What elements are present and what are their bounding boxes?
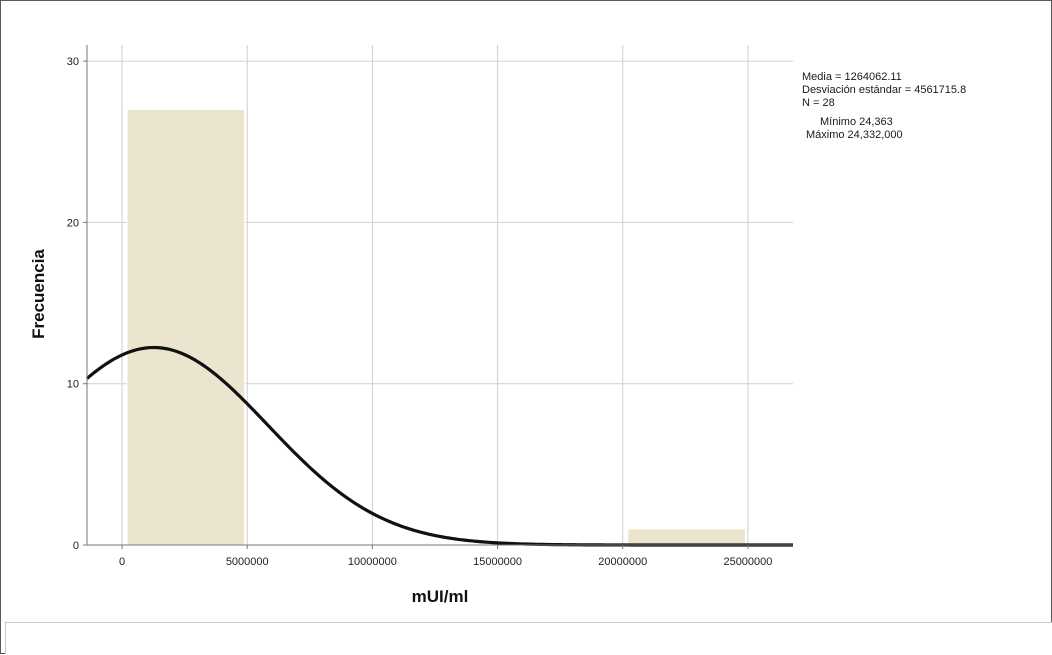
x-tick-label: 15000000 bbox=[473, 556, 522, 568]
y-tick-label: 20 bbox=[67, 217, 79, 229]
x-tick-label: 0 bbox=[119, 556, 125, 568]
x-tick-label: 20000000 bbox=[598, 556, 647, 568]
stats-max: Máximo 24,332,000 bbox=[806, 129, 903, 141]
axis-layer bbox=[86, 45, 793, 546]
x-tick-label: 5000000 bbox=[226, 556, 269, 568]
x-axis-title: mUI/ml bbox=[412, 587, 469, 606]
stats-mean: Media = 1264062.11 bbox=[802, 71, 902, 83]
tick-label-layer: 0 5000000 10000000 15000000 20000000 25000000… bbox=[67, 56, 773, 568]
bottom-pane bbox=[5, 622, 1052, 654]
y-tick-label: 30 bbox=[67, 56, 79, 68]
histogram-bar bbox=[126, 109, 246, 546]
stats-box: Media = 1264062.11 Desviación estándar =… bbox=[802, 71, 966, 141]
y-tick-label: 0 bbox=[73, 540, 79, 552]
stats-min: Mínimo 24,363 bbox=[820, 116, 893, 128]
histogram-bar bbox=[627, 528, 746, 546]
stats-n: N = 28 bbox=[802, 97, 835, 109]
stats-std: Desviación estándar = 4561715.8 bbox=[802, 84, 966, 96]
y-axis-title: Frecuencia bbox=[29, 249, 48, 339]
x-tick-label: 10000000 bbox=[348, 556, 397, 568]
bar-layer bbox=[126, 109, 746, 546]
y-tick-label: 10 bbox=[67, 379, 79, 391]
x-tick-label: 25000000 bbox=[723, 556, 772, 568]
